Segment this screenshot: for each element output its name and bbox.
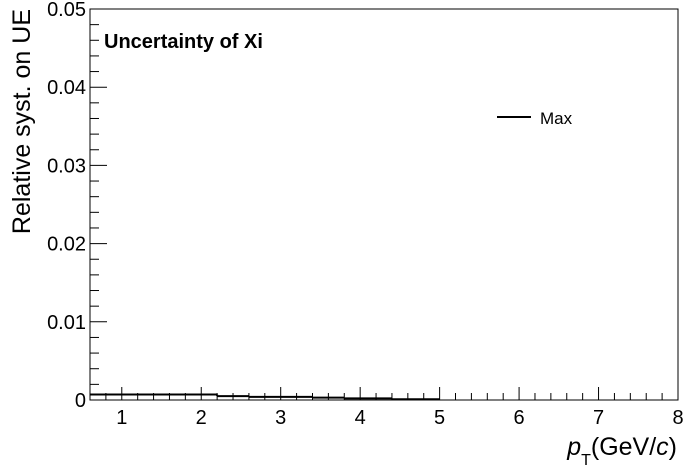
x-tick-label: 7	[593, 407, 604, 429]
legend-label-max: Max	[540, 109, 573, 128]
x-axis-title-unit-var: c	[656, 433, 669, 461]
y-tick-label: 0.04	[47, 77, 86, 99]
y-tick-label: 0.03	[47, 155, 86, 177]
y-tick-label: 0.05	[47, 0, 86, 21]
x-axis-title-unit-suffix: )	[669, 433, 677, 461]
y-tick-label: 0.01	[47, 312, 86, 334]
x-tick-label: 1	[116, 407, 127, 429]
x-tick-label: 6	[514, 407, 525, 429]
y-tick-label: 0	[75, 390, 86, 412]
x-axis-title-unit-prefix: (GeV/	[591, 433, 656, 461]
x-tick-label: 4	[355, 407, 366, 429]
x-tick-labels: 1 2 3 4 5 6 7 8	[116, 407, 683, 429]
y-axis-title: Relative syst. on UE	[8, 9, 36, 234]
y-tick-label: 0.02	[47, 234, 86, 256]
x-tick-label: 3	[275, 407, 286, 429]
axis-ticks	[89, 8, 679, 401]
plot-frame	[89, 8, 679, 401]
x-axis-title-var: p	[566, 433, 581, 461]
x-axis-title: pT(GeV/c)	[566, 433, 677, 469]
series-layer	[90, 393, 440, 401]
x-tick-label: 8	[672, 407, 683, 429]
y-tick-labels: 0 0.01 0.02 0.03 0.04 0.05	[47, 0, 86, 412]
chart-title: Uncertainty of Xi	[104, 31, 263, 53]
x-axis-title-sub: T	[581, 452, 591, 469]
x-tick-label: 5	[434, 407, 445, 429]
x-tick-label: 2	[196, 407, 207, 429]
